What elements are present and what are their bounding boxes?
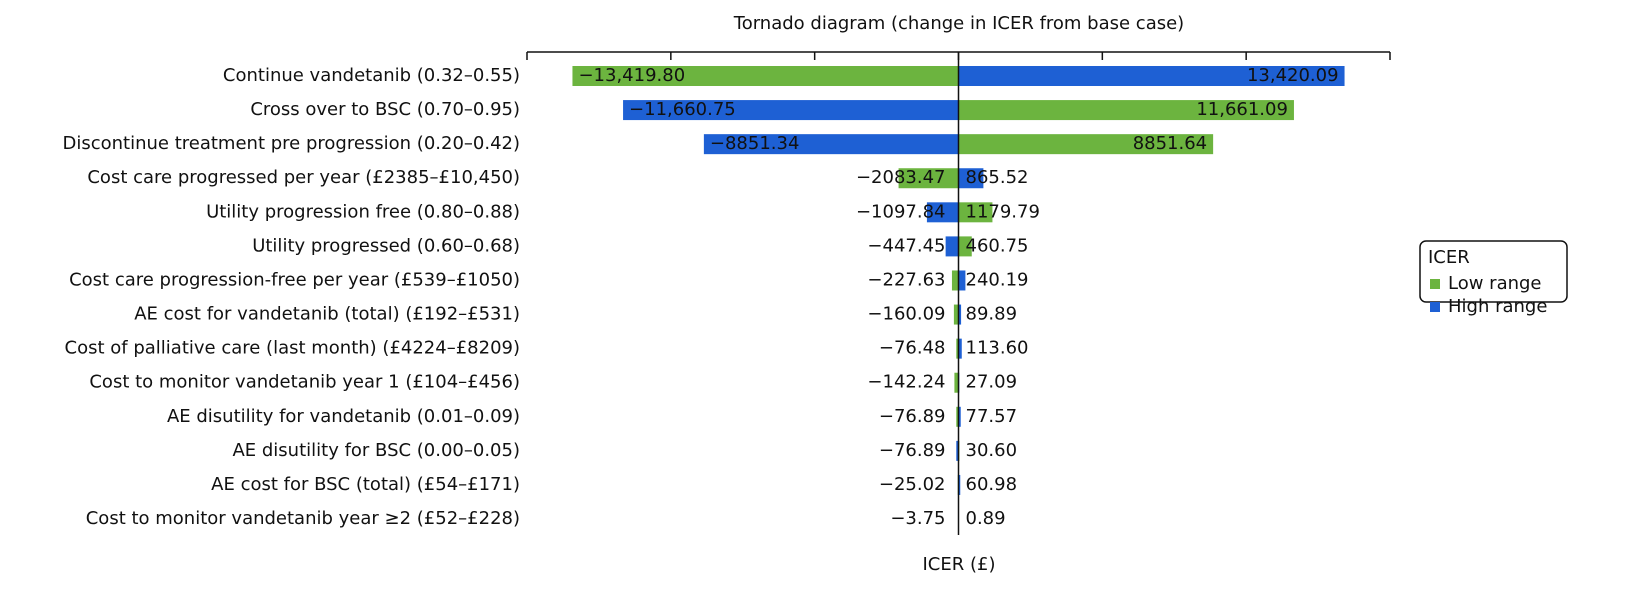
value-label: 89.89 — [966, 304, 1018, 325]
value-label: −160.09 — [867, 304, 945, 325]
chart-title: Tornado diagram (change in ICER from bas… — [733, 13, 1184, 34]
value-label: −76.89 — [879, 440, 946, 461]
bar — [946, 236, 959, 256]
value-label: 460.75 — [966, 235, 1029, 256]
legend-title: ICER — [1428, 247, 1470, 268]
category-label: Cost care progressed per year (£2385–£10… — [87, 167, 520, 188]
legend-swatch — [1430, 302, 1440, 312]
category-label: Cost of palliative care (last month) (£4… — [65, 338, 520, 359]
category-label: Utility progression free (0.80–0.88) — [206, 201, 520, 222]
category-label: Utility progressed (0.60–0.68) — [252, 235, 520, 256]
value-label: 240.19 — [966, 269, 1029, 290]
category-label: Continue vandetanib (0.32–0.55) — [223, 65, 520, 86]
value-label: −3.75 — [890, 508, 945, 529]
category-label: Cost to monitor vandetanib year 1 (£104–… — [89, 372, 520, 393]
value-label: 27.09 — [966, 372, 1018, 393]
category-label: AE cost for BSC (total) (£54–£171) — [211, 474, 520, 495]
value-label: 113.60 — [966, 338, 1029, 359]
value-label: 1179.79 — [966, 201, 1040, 222]
value-label: 8851.64 — [1133, 133, 1207, 154]
value-label: −8851.34 — [710, 133, 800, 154]
value-label: 77.57 — [966, 406, 1018, 427]
value-label: 13,420.09 — [1247, 65, 1339, 86]
legend-label: High range — [1448, 296, 1547, 317]
value-label: −13,419.80 — [578, 65, 685, 86]
category-label: Cost care progression-free per year (£53… — [69, 269, 520, 290]
category-label: Cross over to BSC (0.70–0.95) — [250, 99, 520, 120]
value-label: −227.63 — [867, 269, 945, 290]
category-label: AE disutility for BSC (0.00–0.05) — [232, 440, 520, 461]
legend-label: Low range — [1448, 273, 1542, 294]
value-label: −142.24 — [867, 372, 945, 393]
value-label: −1097.84 — [856, 201, 946, 222]
category-label: AE disutility for vandetanib (0.01–0.09) — [167, 406, 520, 427]
value-label: −2083.47 — [856, 167, 946, 188]
value-label: −25.02 — [879, 474, 946, 495]
value-label: −76.89 — [879, 406, 946, 427]
value-label: 60.98 — [966, 474, 1018, 495]
legend-swatch — [1430, 279, 1440, 289]
value-label: −11,660.75 — [629, 99, 736, 120]
x-axis-label: ICER (£) — [923, 554, 996, 575]
value-label: 865.52 — [966, 167, 1029, 188]
category-label: AE cost for vandetanib (total) (£192–£53… — [134, 304, 520, 325]
value-label: 30.60 — [966, 440, 1018, 461]
category-label: Discontinue treatment pre progression (0… — [62, 133, 520, 154]
value-label: 0.89 — [966, 508, 1006, 529]
bar — [959, 270, 966, 290]
value-label: −447.45 — [867, 235, 945, 256]
category-label: Cost to monitor vandetanib year ≥2 (£52–… — [86, 508, 520, 529]
bar — [952, 270, 959, 290]
value-label: 11,661.09 — [1196, 99, 1288, 120]
value-label: −76.48 — [879, 338, 946, 359]
